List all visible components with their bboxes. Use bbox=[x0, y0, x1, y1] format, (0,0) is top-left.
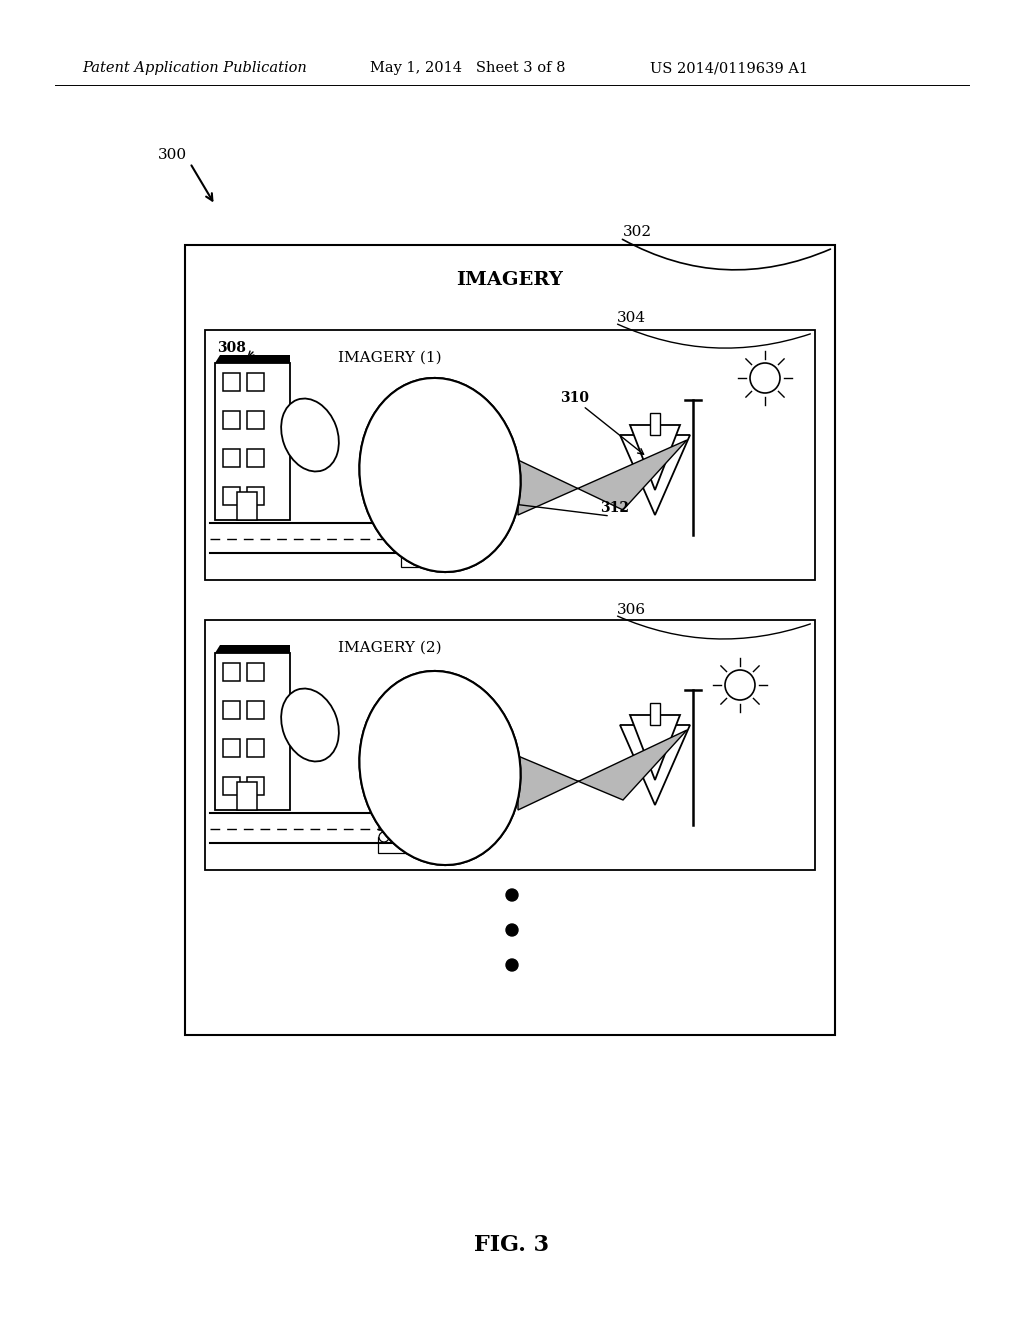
Circle shape bbox=[506, 888, 518, 902]
Polygon shape bbox=[215, 645, 290, 653]
Text: 302: 302 bbox=[623, 224, 652, 239]
Bar bbox=[215, 653, 290, 810]
Circle shape bbox=[725, 671, 755, 700]
Bar bbox=[237, 492, 257, 520]
Polygon shape bbox=[620, 436, 690, 515]
Bar bbox=[223, 374, 240, 391]
Bar bbox=[223, 663, 240, 681]
Bar bbox=[650, 413, 660, 436]
Bar bbox=[185, 246, 835, 1035]
Bar bbox=[429, 550, 443, 564]
Bar bbox=[237, 781, 257, 810]
Circle shape bbox=[430, 546, 440, 556]
Text: 312: 312 bbox=[600, 502, 629, 515]
Text: 306: 306 bbox=[617, 603, 646, 616]
Text: 304: 304 bbox=[617, 312, 646, 325]
Bar bbox=[247, 701, 264, 719]
Text: IMAGERY: IMAGERY bbox=[457, 271, 563, 289]
Bar bbox=[223, 701, 240, 719]
Bar bbox=[223, 739, 240, 756]
Text: ✗: ✗ bbox=[378, 821, 384, 832]
Circle shape bbox=[402, 546, 412, 556]
Bar bbox=[650, 704, 660, 725]
Bar bbox=[403, 459, 417, 471]
Bar bbox=[375, 748, 403, 766]
Bar bbox=[406, 837, 420, 849]
Bar bbox=[378, 837, 406, 853]
Circle shape bbox=[750, 363, 780, 393]
Bar bbox=[223, 411, 240, 429]
Circle shape bbox=[404, 744, 414, 754]
Bar bbox=[247, 777, 264, 795]
Circle shape bbox=[379, 832, 389, 842]
Text: US 2014/0119639 A1: US 2014/0119639 A1 bbox=[650, 61, 808, 75]
Ellipse shape bbox=[282, 689, 339, 762]
Bar bbox=[205, 330, 815, 579]
Polygon shape bbox=[630, 425, 680, 490]
Ellipse shape bbox=[359, 378, 520, 572]
Bar bbox=[247, 739, 264, 756]
Text: 300: 300 bbox=[158, 148, 187, 162]
Circle shape bbox=[376, 454, 386, 465]
Polygon shape bbox=[215, 355, 290, 363]
Bar bbox=[223, 487, 240, 506]
Bar bbox=[247, 449, 264, 467]
Text: 308: 308 bbox=[217, 341, 246, 355]
Bar bbox=[247, 374, 264, 391]
Circle shape bbox=[404, 454, 414, 465]
Bar bbox=[375, 459, 403, 475]
Text: FIG. 3: FIG. 3 bbox=[474, 1234, 550, 1257]
Ellipse shape bbox=[359, 671, 520, 865]
Bar bbox=[401, 550, 429, 568]
Text: May 1, 2014   Sheet 3 of 8: May 1, 2014 Sheet 3 of 8 bbox=[370, 61, 565, 75]
Bar bbox=[223, 777, 240, 795]
Polygon shape bbox=[620, 725, 690, 805]
Circle shape bbox=[376, 744, 386, 754]
Circle shape bbox=[407, 832, 417, 842]
Bar bbox=[247, 663, 264, 681]
Bar bbox=[247, 411, 264, 429]
Bar bbox=[247, 487, 264, 506]
Text: IMAGERY (1): IMAGERY (1) bbox=[338, 351, 441, 366]
Polygon shape bbox=[518, 730, 687, 810]
Ellipse shape bbox=[282, 399, 339, 471]
Polygon shape bbox=[630, 715, 680, 780]
Ellipse shape bbox=[359, 378, 520, 572]
Circle shape bbox=[506, 960, 518, 972]
Text: Patent Application Publication: Patent Application Publication bbox=[82, 61, 307, 75]
Bar bbox=[223, 449, 240, 467]
Text: 310: 310 bbox=[560, 391, 589, 405]
Polygon shape bbox=[518, 440, 687, 515]
Bar bbox=[403, 748, 417, 762]
Text: IMAGERY (2): IMAGERY (2) bbox=[338, 642, 441, 655]
Bar bbox=[215, 363, 290, 520]
Bar bbox=[205, 620, 815, 870]
Circle shape bbox=[506, 924, 518, 936]
Ellipse shape bbox=[359, 671, 520, 865]
